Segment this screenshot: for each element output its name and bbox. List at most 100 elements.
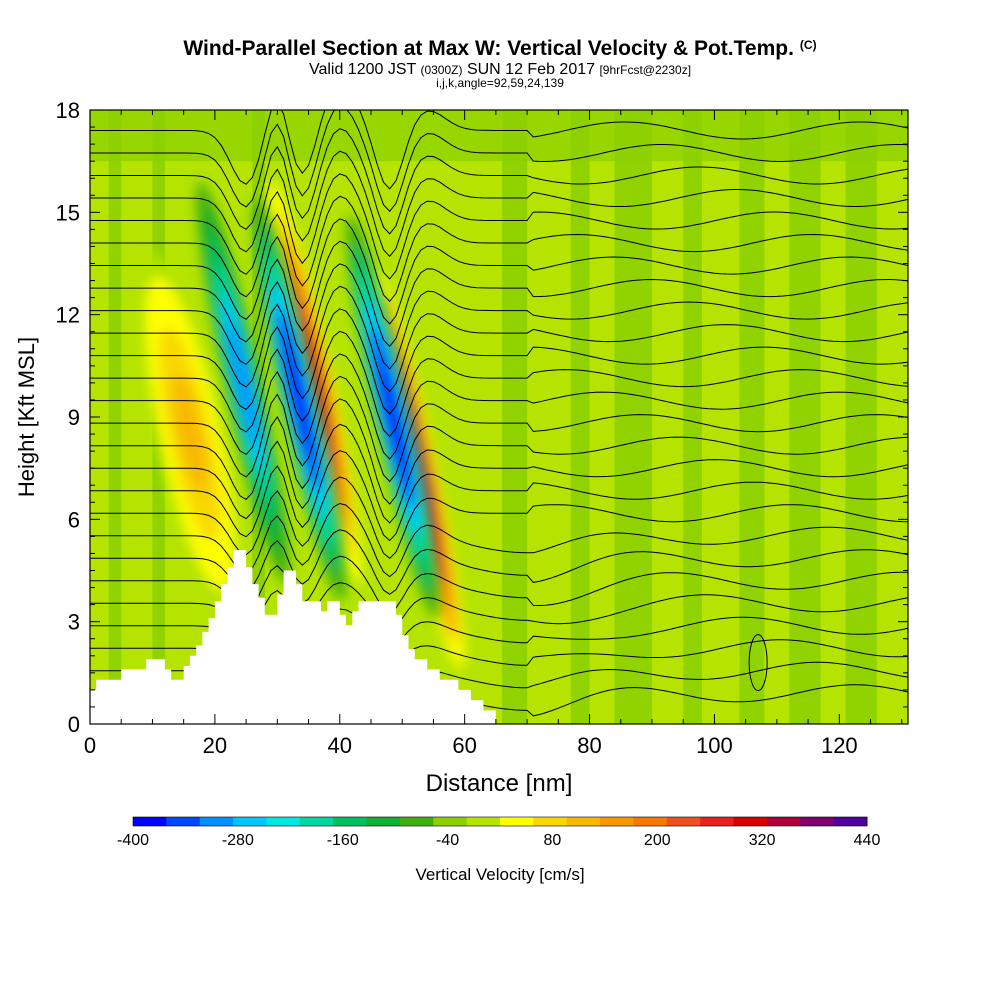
colorbar-tick-label: 200: [644, 832, 671, 849]
colorbar-tick-label: -400: [117, 832, 149, 849]
section-indices: i,j,k,angle=92,59,24,139: [436, 76, 564, 90]
colorbar-tick-label: 320: [749, 832, 776, 849]
colorbar-swatch: [666, 817, 701, 826]
isentrope-line: [90, 110, 908, 213]
isentrope-line: [90, 218, 908, 325]
colorbar-tick-label: -280: [222, 832, 254, 849]
y-tick-label: 6: [68, 507, 80, 532]
valid-date: SUN 12 Feb 2017: [466, 61, 596, 78]
colorbar-swatch: [233, 817, 267, 826]
isentrope-line: [90, 110, 908, 190]
chart-title: Wind-Parallel Section at Max W: Vertical…: [0, 37, 1000, 61]
axes: 0 20 40 60 80 100 120 0 3 6 9 12 15 18 Distance [nm] He…: [14, 98, 909, 797]
isentrope-line: [90, 450, 908, 542]
terrain: [90, 550, 496, 724]
x-tick-label: 80: [577, 733, 601, 758]
isentrope-line: [90, 263, 908, 370]
valid-time: Valid 1200 JST: [308, 61, 416, 78]
weak-sink-band: [683, 110, 702, 724]
isentrope-line: [90, 285, 908, 393]
y-tick-label: 3: [68, 610, 80, 635]
colorbar-swatch: [700, 817, 735, 826]
isentropes: [90, 110, 908, 717]
colorbar-tick-label: 440: [854, 832, 881, 849]
weak-sink-band: [614, 110, 652, 724]
weak-sink-band: [739, 110, 765, 724]
colorbar-swatch: [833, 817, 868, 826]
title-text: Wind-Parallel Section at Max W: Vertical…: [183, 37, 794, 60]
y-tick-label: 18: [56, 98, 80, 123]
isentrope-line: [90, 353, 908, 460]
isentrope-line: [90, 150, 908, 258]
isentrope-line: [90, 308, 908, 415]
colorbar-swatch: [133, 817, 167, 826]
y-axis-label: Height [Kft MSL]: [14, 337, 39, 497]
core-level: [173, 375, 207, 493]
y-tick-label: 15: [56, 200, 80, 225]
core-level: [228, 320, 258, 446]
colorbar-tick-label: -160: [327, 832, 359, 849]
title-units: (C): [799, 38, 817, 52]
colorbar-tick-label: 80: [544, 832, 562, 849]
isentrope-line: [90, 128, 908, 235]
colorbar-swatch: [466, 817, 501, 826]
isentrope-line: [90, 240, 908, 348]
weak-sink-band: [502, 110, 528, 724]
chart-subtitle: Valid 1200 JST (0300Z) SUN 12 Feb 2017 […: [0, 61, 1000, 79]
plot-area: [90, 110, 908, 724]
colorbar-swatch: [399, 817, 434, 826]
downdraft-core: [252, 198, 346, 602]
colorbar-swatch: [600, 817, 634, 826]
isentrope-line: [90, 476, 908, 559]
y-tick-label: 12: [56, 303, 80, 328]
closed-contour: [748, 634, 768, 692]
colorbar-swatch: [166, 817, 201, 826]
x-tick-label: 120: [821, 733, 858, 758]
colorbar-swatch: [633, 817, 668, 826]
x-tick-label: 60: [452, 733, 476, 758]
x-tick-label: 20: [203, 733, 227, 758]
weak-sink-band: [570, 110, 590, 724]
x-tick-label: 40: [328, 733, 352, 758]
isentrope-line: [90, 173, 908, 280]
weak-sink-band: [789, 110, 821, 724]
isentrope-line: [90, 330, 908, 438]
x-tick-label: 0: [84, 733, 96, 758]
colorbar-swatch: [433, 817, 468, 826]
isentrope-line: [90, 529, 908, 595]
isentrope-line: [90, 195, 908, 303]
colorbar-swatch: [800, 817, 835, 826]
x-tick-label: 100: [696, 733, 733, 758]
colorbar-swatch: [333, 817, 368, 826]
colorbar-swatch: [500, 817, 534, 826]
forecast-info: [9hrFcst@2230z]: [599, 63, 692, 77]
isentrope-line: [90, 398, 908, 505]
colorbar-label: Vertical Velocity [cm/s]: [415, 865, 584, 884]
colorbar-swatch: [733, 817, 768, 826]
colorbar-frame: [132, 816, 868, 827]
colorbar-swatch: [766, 817, 801, 826]
updraft-core: [268, 181, 362, 585]
colorbar-swatch: [266, 817, 301, 826]
colorbar-tick-label: -40: [436, 832, 459, 849]
colorbar: -400 -280 -160 -40 80 200 320 440 Vertical Veloc…: [117, 816, 881, 884]
y-tick-label: 9: [68, 405, 80, 430]
core-level: [299, 320, 330, 446]
downdraft-core: [196, 181, 290, 585]
weak-sink-band: [108, 110, 122, 724]
colorbar-swatch: [299, 817, 334, 826]
colorbar-swatch: [366, 817, 401, 826]
isentrope-line: [90, 502, 908, 578]
colorbar-swatch: [533, 817, 568, 826]
x-axis-label: Distance [nm]: [426, 770, 573, 797]
isentrope-line: [90, 375, 908, 483]
colorbar-swatch: [199, 817, 234, 826]
core-level: [377, 354, 408, 480]
colorbar-swatch: [566, 817, 601, 826]
y-tick-label: 0: [68, 712, 80, 737]
valid-zulu: (0300Z): [420, 63, 463, 77]
core-level: [284, 337, 315, 463]
isentrope-line: [90, 423, 908, 524]
